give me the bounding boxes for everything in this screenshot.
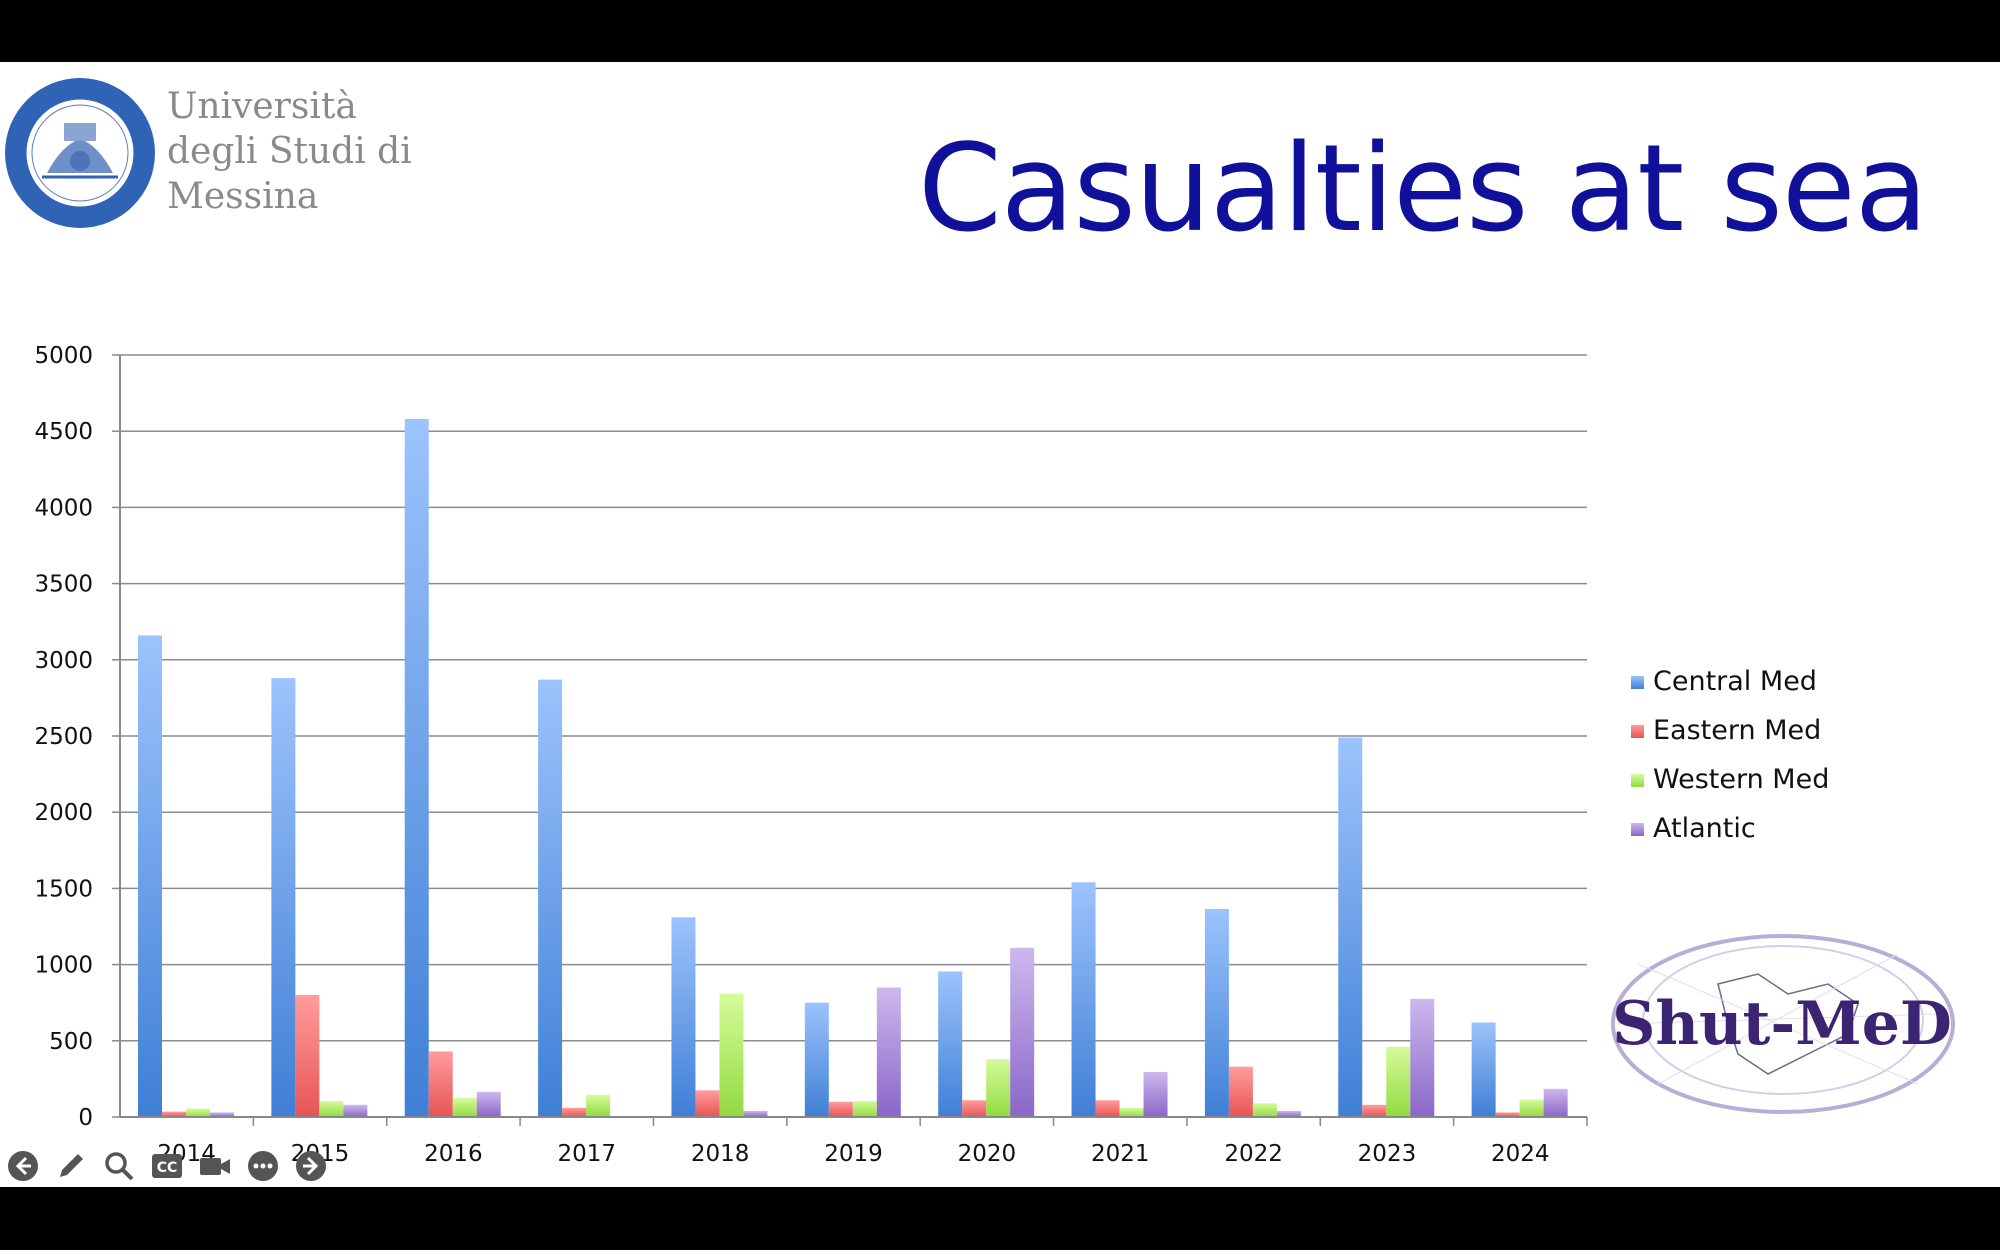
legend-label-central: Central Med [1653,666,1817,697]
legend-item-eastern: Eastern Med [1631,706,1829,755]
y-tick-label: 0 [78,1105,93,1131]
legend-label-atlantic: Atlantic [1653,813,1756,844]
bar-central-2020 [938,971,963,1117]
more-icon[interactable] [246,1149,280,1183]
bar-western-2021 [1119,1107,1144,1117]
bar-atlantic-2024 [1543,1088,1568,1117]
bar-eastern-2014 [162,1111,186,1117]
chart-gridlines [120,354,1587,1042]
university-line-1: Università [167,86,357,127]
bar-atlantic-2014 [210,1112,234,1117]
back-arrow-icon[interactable] [6,1149,40,1183]
x-tick-label-2024: 2024 [1491,1141,1550,1167]
bar-atlantic-2022 [1276,1110,1301,1117]
y-tick-label: 500 [49,1029,93,1055]
slide-title: Casualties at sea [918,120,1928,259]
y-tick-label: 5000 [34,343,93,369]
bar-eastern-2017 [562,1107,587,1117]
bar-central-2022 [1204,908,1229,1117]
bar-central-2019 [804,1002,829,1117]
chart-legend: Central Med Eastern Med Western Med Atlanti… [1631,657,1829,853]
bar-western-2017 [586,1094,611,1117]
bar-atlantic-2018 [743,1110,768,1117]
bar-eastern-2021 [1095,1100,1120,1117]
bar-eastern-2019 [828,1101,853,1117]
presentation-toolbar: CC [0,1145,328,1187]
legend-item-central: Central Med [1631,657,1829,706]
university-name: Università degli Studi di Messina [167,84,412,219]
legend-swatch-western [1631,774,1644,787]
bar-eastern-2022 [1228,1066,1253,1117]
shut-med-logo-text: Shut-MeD [1612,989,1952,1059]
casualties-bar-chart: 0 500 1000 1500 2000 2500 3000 3500 4000 4500 5000… [34,343,1588,1167]
zoom-icon[interactable] [102,1149,136,1183]
bar-atlantic-2016 [476,1091,501,1117]
bar-central-2017 [538,679,563,1117]
y-tick-label: 2500 [34,724,93,750]
bar-atlantic-2015 [343,1104,368,1117]
y-tick-label: 2000 [34,800,93,826]
bar-western-2015 [319,1100,344,1117]
pen-icon[interactable] [54,1149,88,1183]
legend-swatch-central [1631,676,1644,689]
bar-eastern-2018 [695,1090,720,1117]
bar-eastern-2024 [1495,1112,1520,1117]
bar-western-2019 [852,1100,877,1117]
bar-central-2014 [138,635,162,1117]
y-tick-label: 4000 [34,495,93,521]
bar-western-2016 [452,1097,477,1117]
x-tick-label-2021: 2021 [1091,1141,1150,1167]
legend-label-western: Western Med [1653,764,1830,795]
y-tick-label: 1500 [34,876,93,902]
bar-eastern-2015 [295,995,320,1117]
x-tick-label-2020: 2020 [958,1141,1017,1167]
captions-label: CC [157,1160,178,1176]
bar-eastern-2020 [962,1100,987,1117]
bar-atlantic-2019 [876,987,901,1117]
slide: Università degli Studi di Messina Casual… [0,62,2000,1187]
legend-item-atlantic: Atlantic [1631,804,1829,853]
bar-atlantic-2023 [1410,998,1435,1117]
bar-western-2024 [1519,1099,1544,1117]
x-tick-label-2022: 2022 [1224,1141,1283,1167]
bar-central-2015 [271,678,296,1117]
bar-western-2023 [1386,1046,1411,1117]
chart-bars [138,419,1568,1117]
x-tick-label-2019: 2019 [824,1141,883,1167]
bar-eastern-2016 [428,1051,453,1117]
bar-central-2023 [1338,737,1363,1117]
university-seal-logo [5,78,155,228]
y-tick-label: 1000 [34,953,93,979]
legend-swatch-eastern [1631,725,1644,738]
camera-icon[interactable] [198,1149,232,1183]
x-tick-label-2017: 2017 [557,1141,616,1167]
x-tick-label-2016: 2016 [424,1141,483,1167]
university-line-3: Messina [167,176,319,217]
x-tick-label-2018: 2018 [691,1141,750,1167]
legend-label-eastern: Eastern Med [1653,715,1822,746]
forward-arrow-icon[interactable] [294,1149,328,1183]
captions-icon[interactable]: CC [150,1149,184,1183]
y-tick-label: 3500 [34,572,93,598]
y-tick-label: 4500 [34,419,93,445]
bar-atlantic-2020 [1010,947,1035,1117]
y-tick-label: 3000 [34,648,93,674]
bar-western-2014 [186,1108,210,1117]
bar-eastern-2023 [1362,1104,1387,1117]
university-line-2: degli Studi di [167,131,412,172]
x-tick-label-2023: 2023 [1358,1141,1417,1167]
bar-central-2021 [1071,882,1096,1117]
legend-item-western: Western Med [1631,755,1829,804]
bar-central-2018 [671,917,696,1117]
bar-central-2024 [1471,1022,1496,1117]
bar-atlantic-2021 [1143,1072,1168,1117]
shut-med-logo: Shut-MeD [1611,934,1955,1114]
legend-swatch-atlantic [1631,823,1644,836]
bar-central-2016 [404,419,429,1117]
bar-western-2020 [986,1059,1011,1117]
bar-western-2018 [719,993,744,1117]
bar-western-2022 [1252,1103,1277,1117]
